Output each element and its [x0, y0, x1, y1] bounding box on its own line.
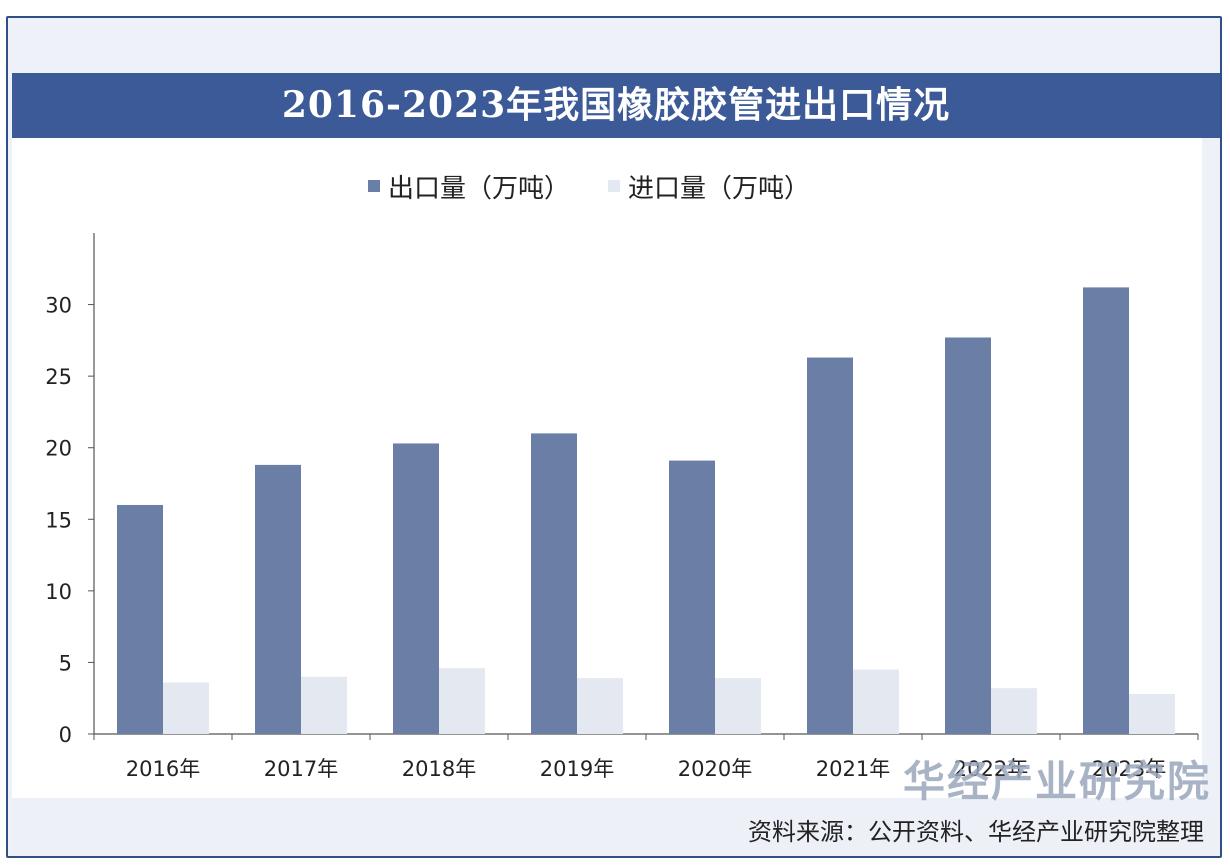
footer-band [12, 798, 1220, 856]
bar-import [1129, 693, 1175, 734]
bar-export [255, 464, 301, 734]
legend-label-import: 进口量（万吨） [628, 173, 811, 204]
y-tick-label: 20 [45, 437, 72, 461]
bar-export [807, 357, 853, 734]
legend: 出口量（万吨） 进口量（万吨） [368, 168, 810, 204]
legend-swatch-export [368, 180, 380, 192]
bar-export [393, 443, 439, 734]
x-tick-label: 2022年 [954, 757, 1028, 781]
bar-import [991, 688, 1037, 734]
bar-import [439, 668, 485, 734]
y-tick-label: 5 [59, 651, 72, 675]
y-tick-label: 15 [45, 508, 72, 532]
x-tick-label: 2021年 [816, 757, 890, 781]
y-tick-label: 0 [59, 723, 72, 747]
bar-import [163, 682, 209, 734]
legend-swatch-import [608, 180, 621, 192]
bar-export [117, 504, 163, 734]
legend-item-export: 出口量（万吨） [368, 168, 570, 205]
x-tick-label: 2017年 [264, 757, 338, 781]
watermark: 华经产业研究院 [903, 757, 1212, 806]
chart-title: 2016-2023年我国橡胶胶管进出口情况 [281, 84, 951, 126]
y-tick-label: 10 [45, 580, 72, 604]
y-tick-label: 30 [45, 294, 72, 318]
bar-export [531, 433, 577, 734]
x-tick-label: 2016年 [126, 757, 200, 781]
x-tick-label: 2020年 [678, 757, 752, 781]
title-bar: 2016-2023年我国橡胶胶管进出口情况 [12, 73, 1220, 138]
bar-import [577, 678, 623, 734]
bar-export [669, 460, 715, 734]
x-tick-label: 2023年 [1092, 757, 1166, 781]
bar-import [853, 669, 899, 734]
x-tick-label: 2019年 [540, 757, 614, 781]
x-tick-label: 2018年 [402, 757, 476, 781]
bar-import [301, 676, 347, 734]
legend-item-import: 进口量（万吨） [608, 168, 810, 205]
bar-import [715, 678, 761, 734]
y-tick-label: 25 [45, 365, 72, 389]
legend-label-export: 出口量（万吨） [388, 173, 571, 204]
bar-export [1083, 287, 1129, 734]
source-note: 资料来源：公开资料、华经产业研究院整理 [748, 818, 1204, 846]
bar-export [945, 337, 991, 734]
